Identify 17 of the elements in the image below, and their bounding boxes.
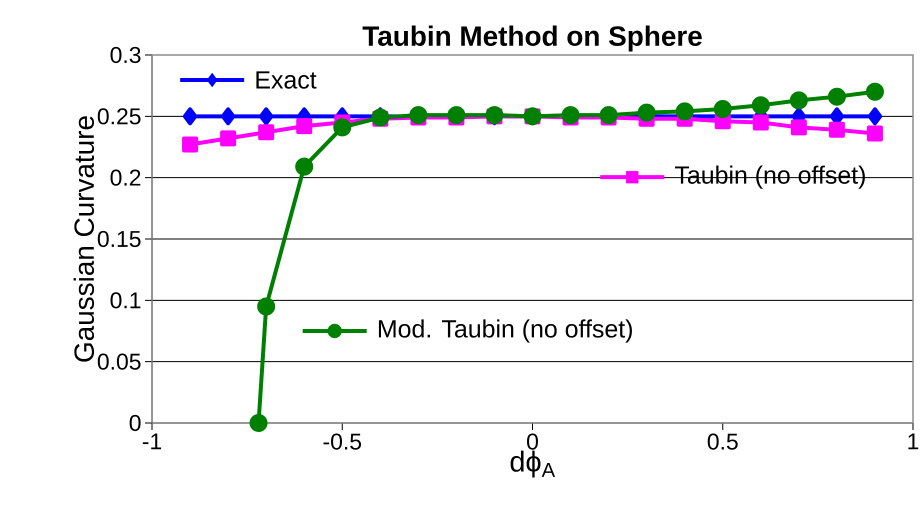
x-tick-label: -1 bbox=[142, 434, 162, 450]
x-tick-label: 0.5 bbox=[708, 434, 738, 450]
legend-label: Exact bbox=[256, 71, 316, 89]
y-tick-label: 0.3 bbox=[110, 46, 140, 64]
x-axis-title: dϕ$_{A}$ bbox=[510, 450, 556, 478]
y-tick-label: 0.15 bbox=[98, 230, 141, 248]
y-tick-label: 0 bbox=[130, 414, 141, 432]
x-tick-label: 0 bbox=[527, 434, 538, 450]
y-tick-label: 0.2 bbox=[110, 170, 140, 186]
x-tick-label: 1 bbox=[908, 434, 918, 450]
chart-title: Taubin Method on Sphere bbox=[362, 25, 702, 52]
y-axis-title: Gaussian Curvature bbox=[74, 116, 94, 362]
y-tick-label: 0.1 bbox=[110, 292, 140, 308]
legend-label: Mod. Taubin (no offset) bbox=[378, 319, 632, 343]
y-tick-label: 0.25 bbox=[98, 108, 141, 124]
x-tick-label: -0.5 bbox=[324, 434, 362, 450]
y-tick-label: 0.05 bbox=[98, 354, 141, 370]
